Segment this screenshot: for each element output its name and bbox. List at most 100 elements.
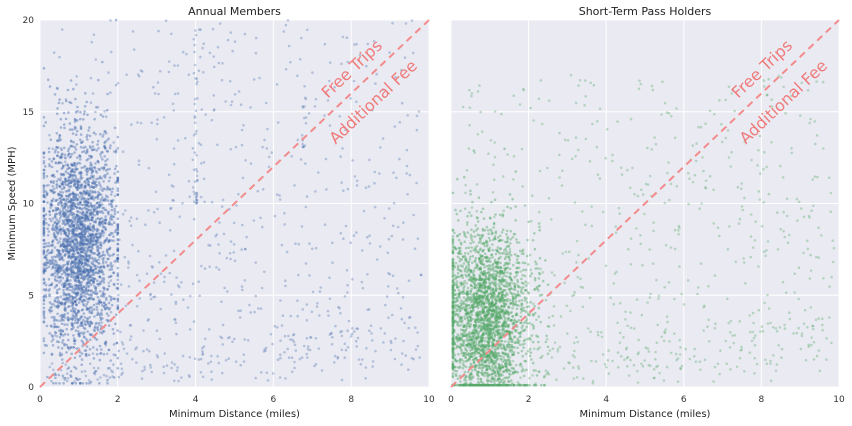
data-point xyxy=(73,238,76,241)
data-point xyxy=(462,296,466,299)
data-point xyxy=(61,226,65,230)
data-point xyxy=(103,110,106,113)
data-point xyxy=(300,225,304,228)
data-point xyxy=(221,62,224,65)
data-point xyxy=(200,264,203,268)
data-point xyxy=(106,288,109,291)
data-point xyxy=(180,376,183,379)
data-point xyxy=(73,316,77,320)
data-point xyxy=(490,365,494,368)
data-point xyxy=(78,206,81,209)
data-point xyxy=(487,229,490,232)
data-point xyxy=(346,329,349,333)
data-point xyxy=(80,222,84,225)
data-point xyxy=(395,287,399,290)
data-point xyxy=(112,271,115,275)
data-point xyxy=(202,177,206,181)
data-point xyxy=(91,233,94,236)
data-point xyxy=(92,131,96,134)
data-point xyxy=(162,116,166,119)
data-point xyxy=(144,223,147,226)
data-point xyxy=(461,366,465,370)
data-point xyxy=(71,228,74,232)
data-point xyxy=(50,352,54,356)
data-point xyxy=(93,182,96,185)
data-point xyxy=(64,309,67,313)
data-point xyxy=(318,314,321,317)
data-point xyxy=(90,246,94,249)
data-point xyxy=(70,171,73,174)
data-point xyxy=(87,271,91,275)
data-point xyxy=(260,286,264,290)
data-point xyxy=(528,336,531,340)
data-point xyxy=(55,266,58,270)
data-point xyxy=(53,322,56,326)
data-point xyxy=(465,343,468,347)
data-point xyxy=(63,245,66,248)
data-point xyxy=(349,335,353,338)
data-point xyxy=(56,241,60,245)
data-point xyxy=(470,238,474,242)
data-point xyxy=(60,301,64,305)
data-point xyxy=(301,308,305,311)
data-point xyxy=(53,93,57,96)
data-point xyxy=(58,275,62,279)
data-point xyxy=(68,156,72,159)
data-point xyxy=(86,177,90,180)
data-point xyxy=(72,346,75,349)
data-point xyxy=(100,270,103,274)
data-point xyxy=(84,199,88,203)
data-point xyxy=(176,64,180,67)
data-point xyxy=(69,265,73,268)
data-point xyxy=(82,275,85,279)
data-point xyxy=(406,114,410,117)
data-point xyxy=(90,233,94,236)
data-point xyxy=(305,352,309,356)
data-point xyxy=(511,236,515,239)
data-point xyxy=(57,177,60,181)
data-point xyxy=(89,268,92,272)
data-point xyxy=(61,269,65,272)
data-point xyxy=(91,230,95,233)
data-point xyxy=(259,371,263,374)
data-point xyxy=(82,289,85,293)
data-point xyxy=(172,249,176,253)
data-point xyxy=(80,292,83,296)
data-point xyxy=(45,263,48,267)
data-point xyxy=(79,317,82,320)
data-point xyxy=(218,221,221,224)
data-point xyxy=(210,370,213,374)
data-point xyxy=(375,72,379,76)
data-point xyxy=(79,296,83,299)
data-point xyxy=(463,315,466,318)
data-point xyxy=(75,129,79,133)
data-point xyxy=(116,282,120,286)
data-point xyxy=(51,272,54,276)
data-point xyxy=(81,324,84,328)
data-point xyxy=(53,255,56,259)
data-point xyxy=(116,298,120,301)
data-point xyxy=(81,243,85,246)
data-point xyxy=(101,158,104,161)
data-point xyxy=(66,323,69,326)
data-point xyxy=(328,297,332,301)
data-point xyxy=(468,258,472,261)
data-point xyxy=(79,145,83,149)
data-point xyxy=(407,326,411,330)
data-point xyxy=(61,219,65,222)
data-point xyxy=(193,121,197,124)
data-point xyxy=(102,234,105,237)
data-point xyxy=(191,282,195,286)
data-point xyxy=(85,191,88,195)
data-point xyxy=(67,232,71,236)
data-point xyxy=(114,322,117,326)
data-point xyxy=(80,321,84,324)
data-point xyxy=(328,276,331,280)
data-point xyxy=(75,83,78,86)
data-point xyxy=(500,340,504,343)
data-point xyxy=(50,315,54,319)
data-point xyxy=(87,235,90,239)
data-point xyxy=(86,278,89,281)
data-point xyxy=(471,369,474,372)
data-point xyxy=(181,201,184,205)
